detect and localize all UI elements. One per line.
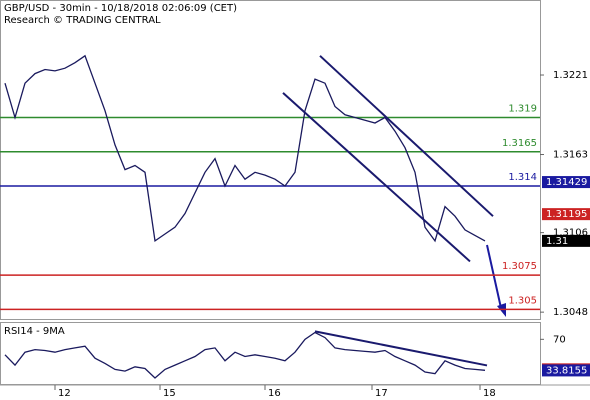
x-tick-label: 17	[375, 388, 388, 399]
level-label: 1.3165	[502, 138, 537, 149]
rsi-title: RSI14 - 9MA	[4, 326, 65, 337]
price-frame	[0, 0, 541, 320]
price-line	[4, 331, 486, 379]
price-marker-label: 1.31195	[546, 209, 587, 220]
y-tick-label: 70	[553, 334, 566, 345]
x-tick-label: 18	[483, 388, 496, 399]
y-tick-label: 1.3106	[553, 228, 588, 239]
price-marker-label: 1.31	[546, 236, 568, 247]
level-label: 1.314	[508, 172, 537, 183]
chart-title: GBP/USD - 30min - 10/18/2018 02:06:09 (C…	[4, 3, 237, 14]
y-tick-label: 1.3048	[553, 307, 588, 318]
price-marker-label: 1.31429	[546, 177, 587, 188]
price-marker	[542, 208, 590, 221]
y-tick-label: 1.3163	[553, 150, 588, 161]
level-label: 1.3075	[502, 261, 537, 272]
price-marker	[542, 176, 590, 189]
forecast-arrow	[486, 244, 502, 309]
x-tick-label: 15	[163, 388, 176, 399]
price-line	[4, 54, 486, 243]
trend-line	[282, 92, 471, 263]
level-label: 1.305	[508, 295, 537, 306]
x-tick-label: 16	[268, 388, 281, 399]
x-tick-label: 12	[58, 388, 71, 399]
y-tick-label: 1.3221	[553, 70, 588, 81]
trend-line	[319, 55, 494, 217]
price-marker-label: 33.8155	[546, 365, 587, 376]
price-marker	[542, 364, 590, 377]
chart-subtitle: Research © TRADING CENTRAL	[4, 15, 161, 26]
trend-line	[314, 330, 488, 367]
price-marker	[542, 234, 590, 247]
level-label: 1.319	[508, 104, 537, 115]
